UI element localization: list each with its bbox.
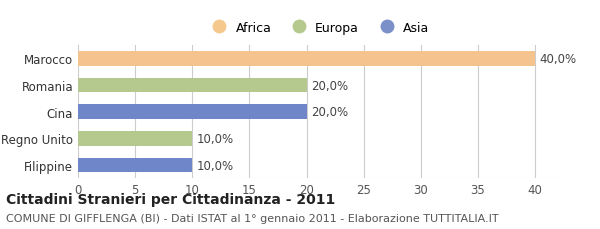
Text: 20,0%: 20,0% [311,79,348,92]
Text: 40,0%: 40,0% [540,53,577,65]
Bar [78,105,307,120]
Bar [78,78,307,93]
Bar [78,158,192,173]
Text: COMUNE DI GIFFLENGA (BI) - Dati ISTAT al 1° gennaio 2011 - Elaborazione TUTTITAL: COMUNE DI GIFFLENGA (BI) - Dati ISTAT al… [6,213,499,223]
Bar [78,52,535,66]
Text: 10,0%: 10,0% [197,159,234,172]
Text: 10,0%: 10,0% [197,132,234,145]
Bar [78,131,192,146]
Text: Cittadini Stranieri per Cittadinanza - 2011: Cittadini Stranieri per Cittadinanza - 2… [6,192,335,206]
Legend: Africa, Europa, Asia: Africa, Europa, Asia [205,19,431,37]
Text: 20,0%: 20,0% [311,106,348,119]
